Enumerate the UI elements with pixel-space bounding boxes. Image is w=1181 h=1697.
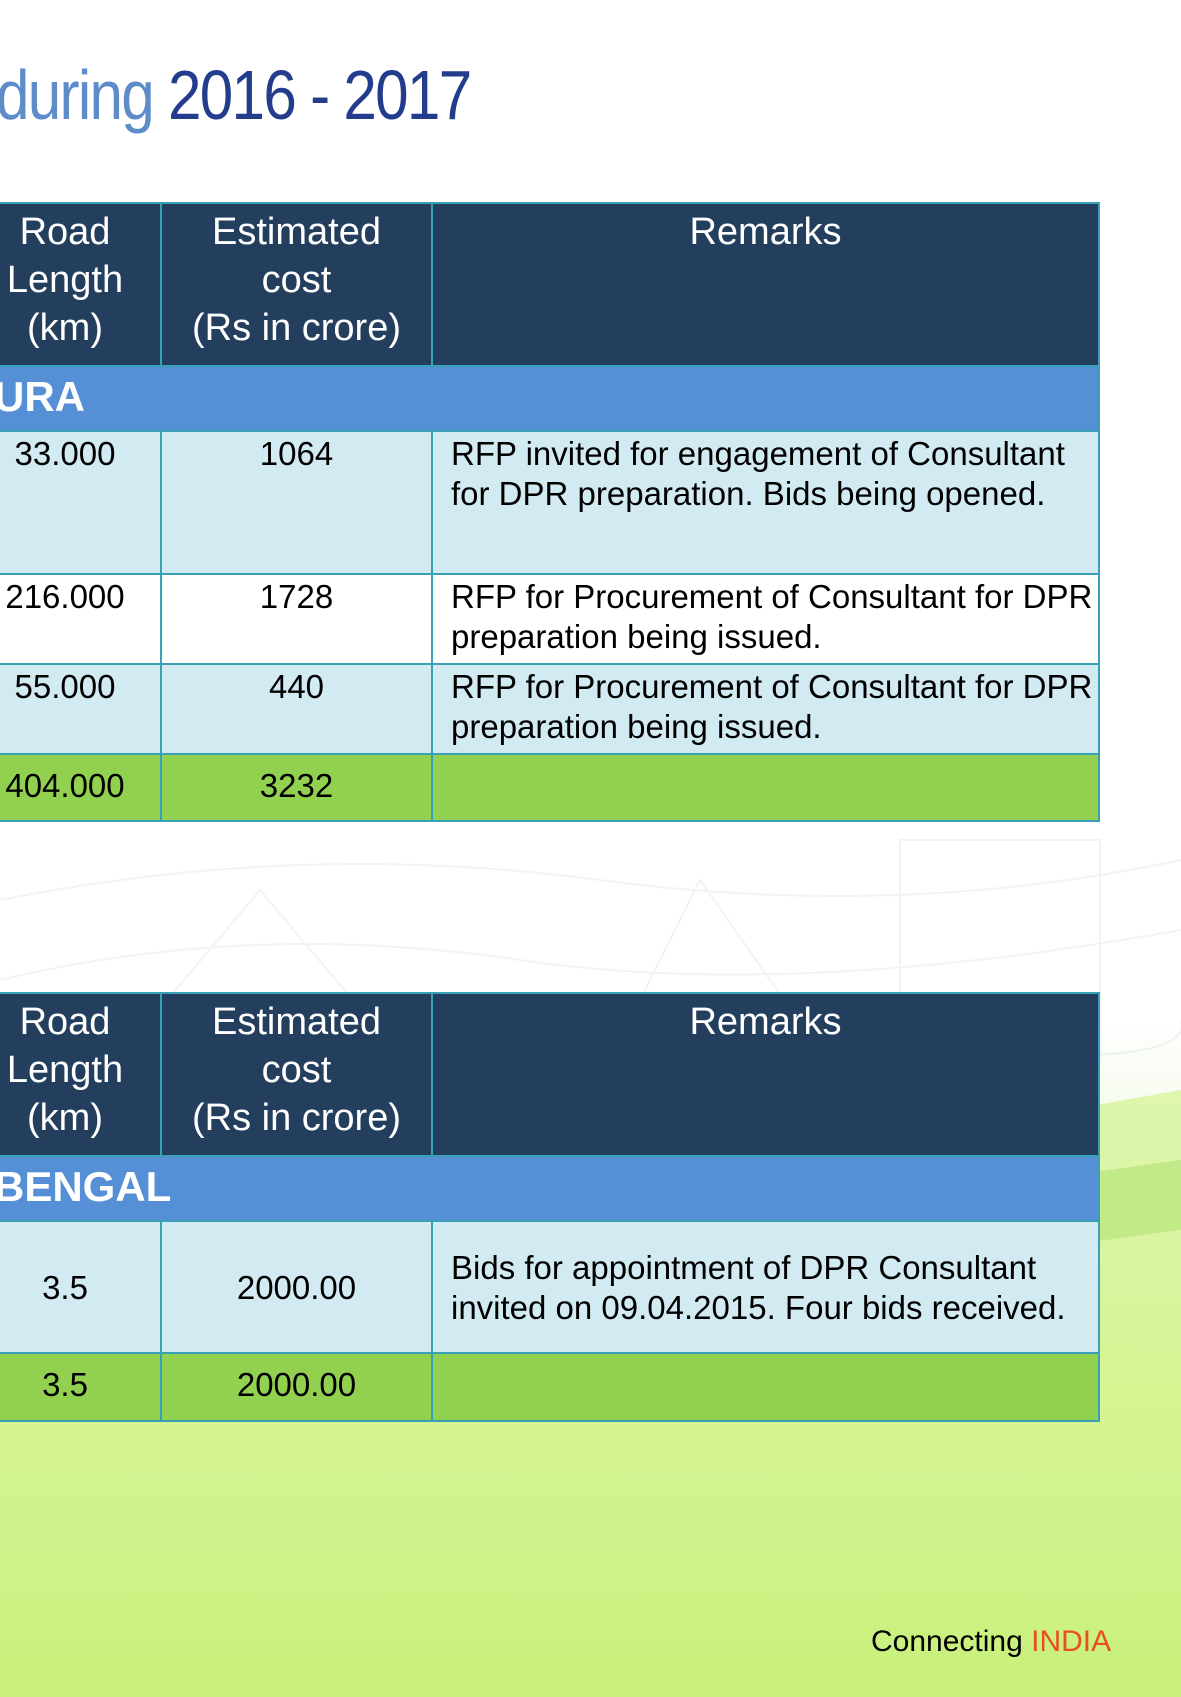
total-remarks [433,1354,1100,1422]
page-title: during 2016 - 2017 [0,56,472,134]
cell-cost: 1728 [162,575,433,665]
cell-length: 55.000 [0,665,162,755]
state-row: URA [0,367,1100,432]
total-cost: 2000.00 [162,1354,433,1422]
header-road-length: Road Length (km) [0,994,162,1157]
cell-remarks: RFP invited for engagement of Consultant… [433,432,1100,575]
state-row: BENGAL [0,1157,1100,1222]
header-estimated-cost: Estimated cost (Rs in crore) [162,204,433,367]
table-row: 33.000 1064 RFP invited for engagement o… [0,432,1100,575]
total-cost: 3232 [162,755,433,822]
table-row: 55.000 440 RFP for Procurement of Consul… [0,665,1100,755]
total-length: 404.000 [0,755,162,822]
cell-cost: 1064 [162,432,433,575]
cell-remarks: RFP for Procurement of Consultant for DP… [433,575,1100,665]
table-header: Road Length (km) Estimated cost (Rs in crore… [0,992,1100,1157]
table-row: 216.000 1728 RFP for Procurement of Cons… [0,575,1100,665]
footer-india: INDIA [1031,1625,1112,1658]
cell-length: 33.000 [0,432,162,575]
table-header: Road Length (km) Estimated cost (Rs in crore… [0,202,1100,367]
cell-cost: 440 [162,665,433,755]
table-row: 3.5 2000.00 Bids for appointment of DPR … [0,1222,1100,1354]
header-remarks: Remarks [433,994,1100,1157]
total-row: 3.5 2000.00 [0,1354,1100,1422]
header-road-length: Road Length (km) [0,204,162,367]
cell-remarks: RFP for Procurement of Consultant for DP… [433,665,1100,755]
total-remarks [433,755,1100,822]
total-row: 404.000 3232 [0,755,1100,822]
cell-length: 3.5 [0,1222,162,1354]
total-length: 3.5 [0,1354,162,1422]
cell-remarks: Bids for appointment of DPR Consultant i… [433,1222,1100,1354]
header-estimated-cost: Estimated cost (Rs in crore) [162,994,433,1157]
header-remarks: Remarks [433,204,1100,367]
footer-tagline: Connecting INDIA [871,1625,1112,1658]
cell-length: 216.000 [0,575,162,665]
cell-cost: 2000.00 [162,1222,433,1354]
